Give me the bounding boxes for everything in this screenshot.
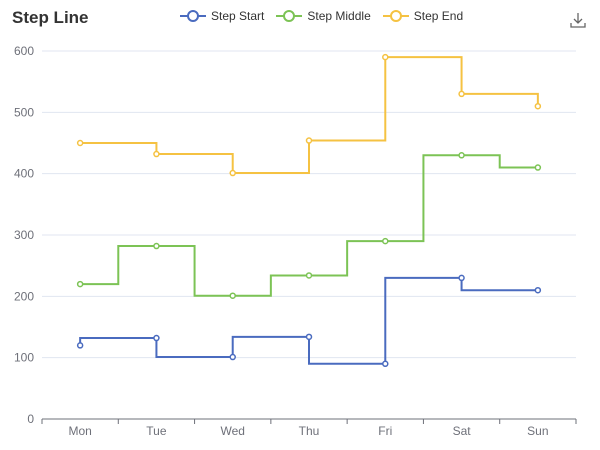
legend-label-step-start: Step Start bbox=[211, 9, 265, 23]
data-point-step-end-mon bbox=[76, 139, 84, 147]
legend-item-step-end[interactable]: Step End bbox=[382, 9, 464, 23]
legend-label-step-end: Step End bbox=[413, 9, 464, 23]
y-tick-label-400: 400 bbox=[14, 167, 34, 181]
x-tick-label-tue: Tue bbox=[146, 424, 167, 438]
data-point-step-start-sun bbox=[534, 286, 542, 294]
legend-label-step-middle: Step Middle bbox=[307, 9, 371, 23]
y-tick-label-500: 500 bbox=[14, 105, 34, 119]
legend-marker-step-end bbox=[382, 10, 409, 22]
legend-item-step-middle[interactable]: Step Middle bbox=[276, 9, 371, 23]
data-point-step-end-fri bbox=[382, 53, 389, 61]
legend-marker-step-start bbox=[180, 10, 206, 22]
legend-marker-step-middle bbox=[276, 10, 303, 22]
data-point-step-middle-tue bbox=[153, 242, 160, 250]
legend-item-step-start[interactable]: Step Start bbox=[180, 9, 264, 23]
data-point-step-start-thu bbox=[305, 333, 313, 341]
download-icon[interactable] bbox=[570, 12, 586, 28]
x-tick-label-sun: Sun bbox=[527, 424, 548, 438]
data-point-step-start-tue bbox=[153, 334, 160, 342]
y-tick-label-300: 300 bbox=[14, 228, 34, 242]
y-tick-label-600: 600 bbox=[14, 44, 34, 58]
data-point-step-end-tue bbox=[153, 150, 160, 158]
data-point-step-end-wed bbox=[229, 169, 236, 177]
data-point-step-start-mon bbox=[76, 342, 84, 349]
data-point-step-middle-mon bbox=[76, 280, 84, 288]
data-point-step-middle-sat bbox=[458, 152, 465, 159]
data-point-step-start-fri bbox=[382, 360, 389, 368]
y-tick-label-100: 100 bbox=[14, 351, 34, 365]
data-point-step-middle-thu bbox=[305, 272, 313, 279]
data-point-step-middle-fri bbox=[382, 237, 389, 245]
data-point-step-end-sat bbox=[458, 90, 465, 98]
x-tick-label-mon: Mon bbox=[68, 424, 91, 438]
data-point-step-end-thu bbox=[305, 137, 313, 144]
data-point-step-middle-wed bbox=[229, 292, 236, 299]
y-tick-label-0: 0 bbox=[27, 412, 34, 426]
x-tick-label-fri: Fri bbox=[378, 424, 392, 438]
data-point-step-middle-sun bbox=[534, 164, 542, 171]
series-line-step-start bbox=[79, 276, 538, 365]
x-tick-label-sat: Sat bbox=[453, 424, 472, 438]
chart-title: Step Line bbox=[12, 8, 89, 27]
y-tick-label-200: 200 bbox=[14, 289, 34, 303]
data-point-step-end-sun bbox=[534, 102, 542, 110]
data-point-step-start-sat bbox=[458, 274, 465, 282]
legend: Step Start Step Middle Step End bbox=[180, 9, 463, 23]
data-point-step-start-wed bbox=[229, 353, 236, 361]
x-tick-label-wed: Wed bbox=[220, 424, 244, 438]
x-tick-label-thu: Thu bbox=[299, 424, 320, 438]
